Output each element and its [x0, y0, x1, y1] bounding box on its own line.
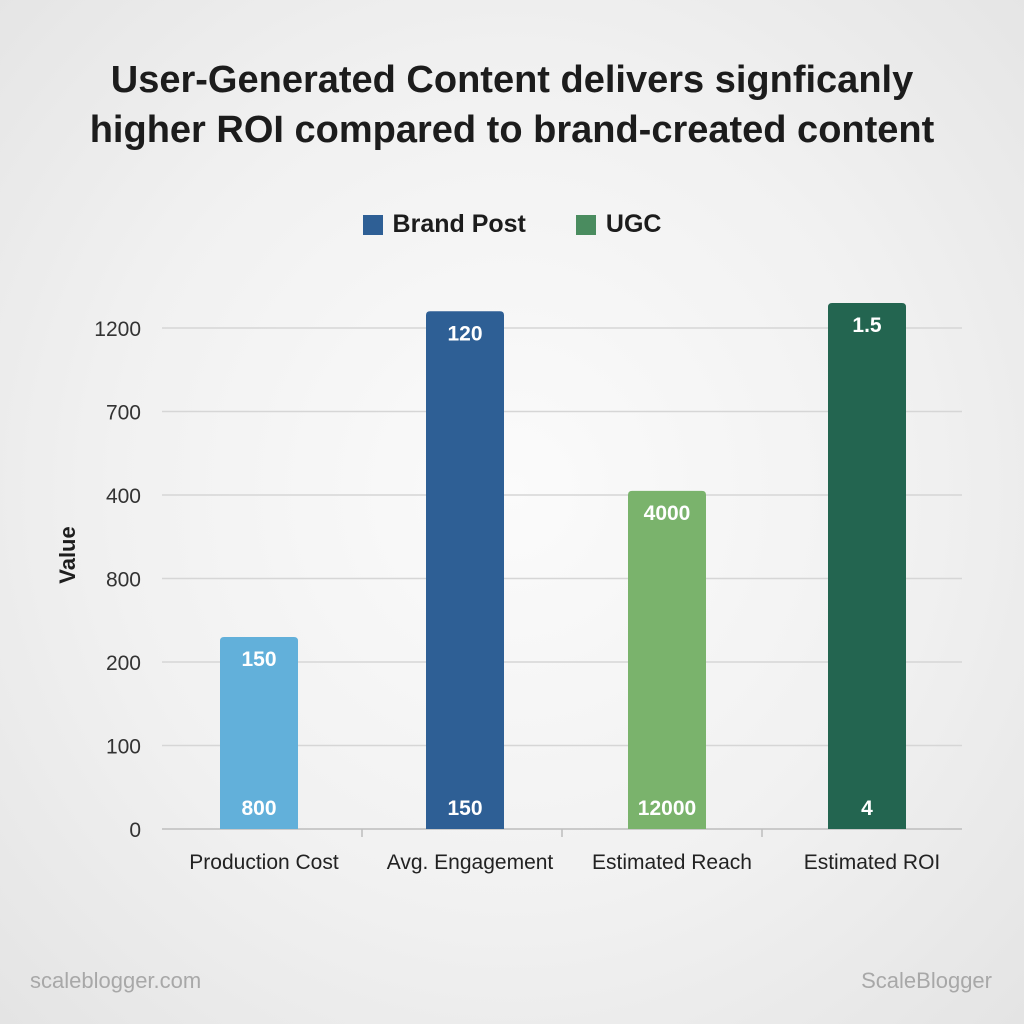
- chart-title: User-Generated Content delivers signfica…: [40, 55, 984, 155]
- footer-website: scaleblogger.com: [30, 968, 202, 993]
- bar: [628, 490, 706, 829]
- legend-item-brand-post: Brand Post: [362, 210, 526, 239]
- x-tick-label: Estimated ROI: [804, 851, 941, 874]
- x-tick-label: Estimated Reach: [592, 851, 752, 874]
- x-tick-label: Production Cost: [189, 851, 339, 874]
- legend-swatch-ugc: [575, 214, 596, 235]
- y-tick-label: 700: [106, 402, 141, 425]
- bar-label-top: 150: [241, 648, 276, 671]
- y-tick-label: 100: [106, 736, 141, 759]
- y-tick-label: 1200: [94, 318, 141, 341]
- legend-item-ugc: UGC: [575, 210, 662, 239]
- bar-label-bottom: 4: [861, 797, 873, 820]
- x-tick-label: Avg. Engagement: [387, 851, 554, 874]
- legend-label-brand-post: Brand Post: [392, 210, 526, 238]
- legend-label-ugc: UGC: [605, 210, 662, 238]
- y-tick-label: 400: [106, 485, 141, 508]
- bar-label-bottom: 800: [241, 797, 276, 820]
- chart-legend: Brand Post UGC: [0, 210, 1024, 239]
- chart-title-line-2: higher ROI compared to brand-created con…: [89, 109, 935, 151]
- bar-label-top: 1.5: [852, 314, 882, 337]
- footer-brand: ScaleBlogger: [861, 968, 992, 993]
- bar-label-bottom: 12000: [638, 797, 696, 820]
- bar-label-bottom: 150: [447, 797, 482, 820]
- bar: [828, 302, 906, 829]
- chart-title-line-1: User-Generated Content delivers signfica…: [110, 59, 914, 101]
- y-tick-label: 800: [106, 569, 141, 592]
- bar: [426, 311, 504, 829]
- bar-label-top: 120: [447, 322, 482, 345]
- legend-swatch-brand-post: [362, 214, 383, 235]
- bar: [220, 636, 298, 829]
- y-tick-label: 200: [106, 652, 141, 675]
- bar-label-top: 4000: [644, 502, 691, 525]
- y-tick-label: 0: [129, 819, 141, 842]
